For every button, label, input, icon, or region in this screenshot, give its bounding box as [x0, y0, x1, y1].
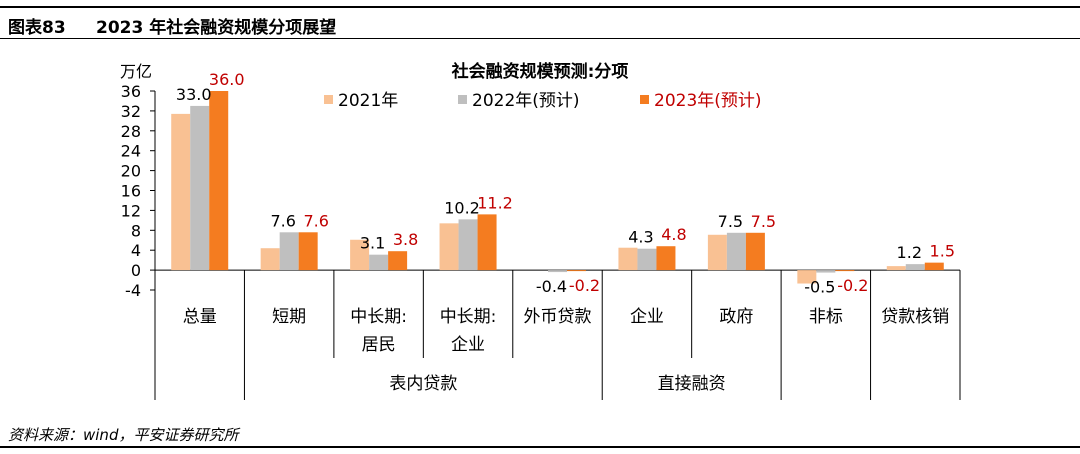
bar-2021年: [350, 239, 370, 271]
y-tick-label: 24: [121, 142, 141, 161]
category-label: 总量: [183, 307, 217, 327]
bar-2022年(预计): [279, 232, 299, 271]
bar-2022年(预计): [726, 232, 746, 271]
y-tick-label: 36: [121, 82, 141, 101]
legend-swatch: [640, 95, 649, 104]
data-label: 4.8: [661, 225, 686, 244]
bar-2021年: [707, 234, 727, 271]
chart-title: 社会融资规模预测:分项: [451, 61, 629, 82]
category-label: 企业: [630, 307, 664, 327]
y-tick-label: 4: [131, 241, 141, 260]
data-label: -0.2: [569, 276, 600, 295]
header-bottom-rule: [0, 38, 1080, 39]
legend-label: 2021年: [338, 91, 398, 111]
data-label: 3.1: [360, 234, 385, 253]
data-label: 33.0: [176, 85, 212, 104]
category-label: 中长期:: [350, 307, 407, 327]
data-label: 1.2: [897, 243, 922, 262]
data-label: 7.5: [718, 212, 743, 231]
footer-rule: [0, 446, 1080, 448]
bar-2023年(预计): [656, 246, 676, 271]
bar-2021年: [618, 247, 638, 271]
bar-2023年(预计): [298, 232, 318, 271]
y-tick-label: 20: [121, 162, 141, 181]
y-tick-label: 32: [121, 102, 141, 121]
data-label: 4.3: [628, 228, 653, 247]
bar-2023年(预计): [477, 214, 497, 271]
category-label: 居民: [362, 335, 396, 355]
data-label: 1.5: [930, 242, 955, 261]
category-label: 非标: [809, 307, 843, 327]
bar-2022年(预计): [369, 254, 389, 271]
bar-2023年(预计): [835, 270, 855, 272]
bar-2022年(预计): [458, 219, 478, 271]
y-tick-label: 16: [121, 182, 141, 201]
category-label: 企业: [451, 335, 485, 355]
bar-2021年: [260, 248, 280, 271]
legend-swatch: [324, 95, 333, 104]
bar-2022年(预计): [548, 270, 567, 273]
y-tick-label: 8: [131, 221, 141, 240]
legend-label: 2022年(预计): [472, 91, 580, 111]
category-label: 外币贷款: [524, 307, 592, 327]
data-label: 10.2: [444, 198, 480, 217]
legend-label: 2023年(预计): [654, 91, 762, 111]
category-label: 短期: [272, 307, 306, 327]
legend-swatch: [458, 95, 467, 104]
bar-2023年(预计): [388, 251, 408, 271]
y-tick-label: 0: [131, 261, 141, 280]
bar-2021年: [797, 270, 817, 284]
figure-number: 图表83: [8, 18, 66, 38]
category-label: 政府: [719, 307, 753, 327]
data-label: -0.5: [804, 278, 835, 297]
y-unit-label: 万亿: [120, 62, 152, 81]
bar-2023年(预计): [745, 232, 765, 271]
y-tick-label: 28: [121, 122, 141, 141]
bar-2021年: [439, 223, 459, 271]
bar-2023年(预计): [924, 262, 944, 271]
data-label: 7.5: [751, 212, 776, 231]
source-note: 资料来源：wind，平安证券研究所: [8, 426, 239, 444]
data-label: -0.2: [837, 276, 868, 295]
figure-header: 图表83 2023 年社会融资规模分项展望: [0, 0, 1080, 40]
data-label: 36.0: [209, 70, 245, 89]
y-tick-label: -4: [125, 281, 141, 300]
data-label: 11.2: [477, 193, 513, 212]
category-label: 贷款核销: [881, 307, 949, 327]
bar-2022年(预计): [816, 270, 836, 273]
bar-2023年(预计): [567, 270, 586, 272]
figure-title: 2023 年社会融资规模分项展望: [96, 18, 337, 38]
bar-2021年: [171, 113, 191, 271]
bar-2022年(预计): [905, 264, 925, 271]
category-label: 中长期:: [440, 307, 497, 327]
data-label: 3.8: [393, 230, 418, 249]
y-tick-label: 12: [121, 201, 141, 220]
group-label: 表内贷款: [389, 374, 457, 394]
data-label: 7.6: [303, 211, 328, 230]
bar-2022年(预计): [637, 248, 657, 271]
bar-2022年(预计): [190, 105, 210, 271]
data-label: 7.6: [270, 211, 295, 230]
bar-2023年(预计): [209, 91, 229, 271]
header-top-rule: [0, 6, 1080, 8]
group-label: 直接融资: [658, 374, 726, 394]
bar-2021年: [886, 266, 906, 271]
data-label: -0.4: [536, 277, 567, 296]
